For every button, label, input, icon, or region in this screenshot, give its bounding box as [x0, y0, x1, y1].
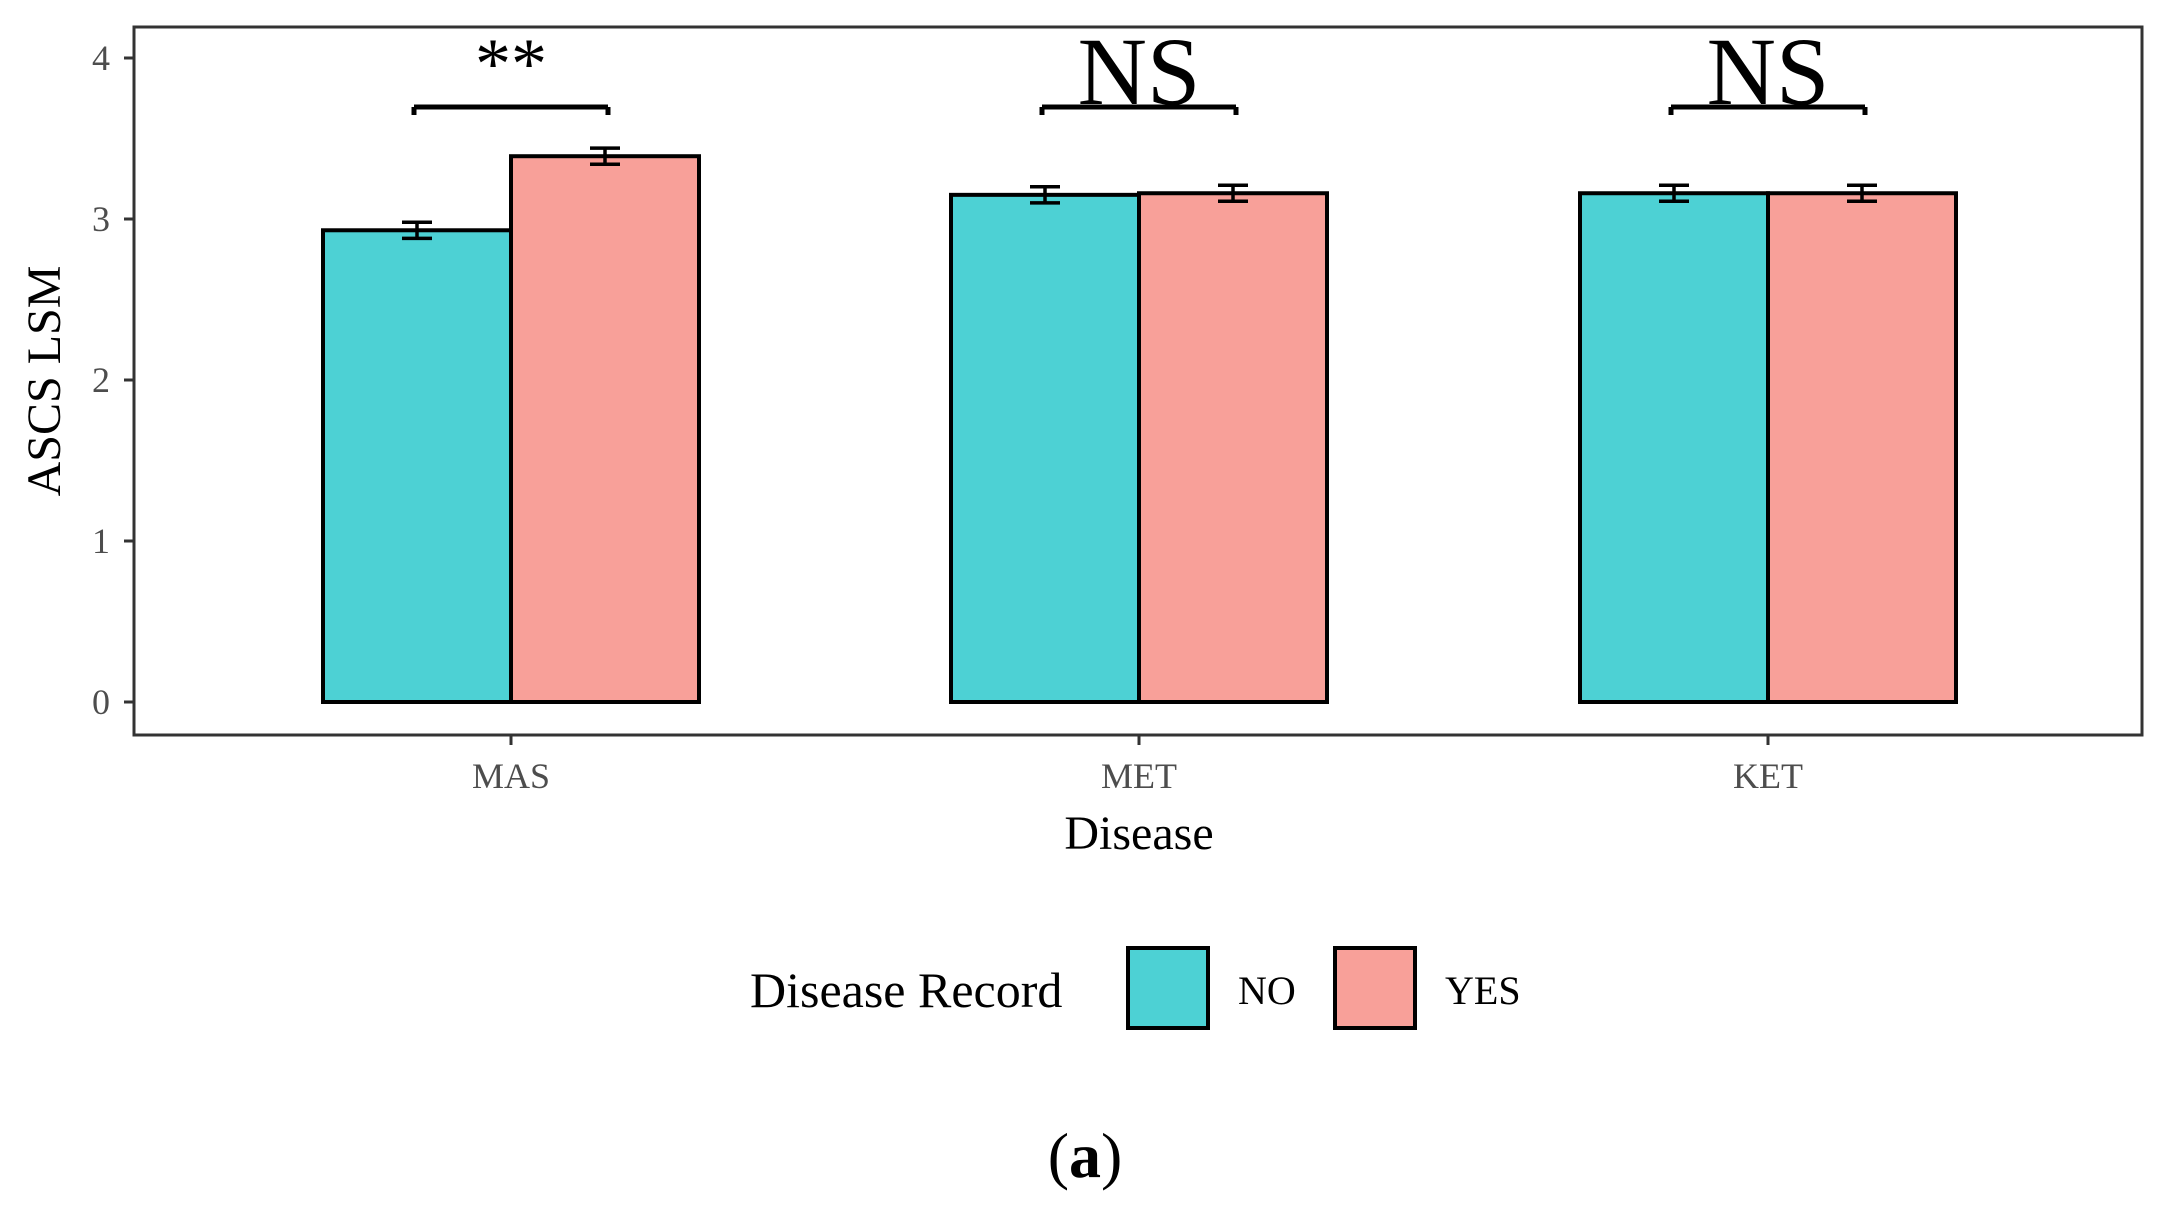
- legend: Disease Record NO YES: [750, 946, 1521, 1030]
- significance-annotations: ** NS NS: [411, 18, 1868, 125]
- error-bars: [402, 146, 1877, 241]
- error-bar-met-no: [1030, 185, 1060, 205]
- bar-met-yes: [1137, 191, 1329, 705]
- y-tick-label: 0: [92, 682, 110, 722]
- x-tick-label-met: MET: [1101, 756, 1177, 796]
- error-bar-mas-yes: [590, 146, 620, 167]
- y-tick-label: 4: [92, 38, 110, 78]
- y-tick-label: 2: [92, 360, 110, 400]
- legend-title: Disease Record: [750, 962, 1062, 1018]
- bars: [321, 154, 1958, 705]
- legend-label-yes: YES: [1445, 968, 1521, 1013]
- y-tick-label: 1: [92, 521, 110, 561]
- bar-mas-yes: [509, 154, 701, 704]
- y-axis-title: ASCS LSM: [18, 266, 71, 497]
- bar-met-no: [949, 192, 1141, 704]
- y-tick-label: 3: [92, 199, 110, 239]
- error-bar-ket-yes: [1847, 183, 1877, 204]
- significance-label-met: NS: [1078, 18, 1201, 125]
- figure-caption: (a): [1048, 1120, 1123, 1191]
- bar-ket-no: [1578, 191, 1770, 705]
- x-tick-label-mas: MAS: [472, 756, 550, 796]
- significance-label-ket: NS: [1707, 18, 1830, 125]
- error-bar-mas-no: [402, 220, 432, 241]
- significance-label-mas: **: [475, 24, 547, 104]
- significance-bracket-mas: [411, 104, 611, 115]
- x-axis-title: Disease: [1064, 807, 1213, 860]
- x-axis: MAS MET KET: [472, 735, 1803, 796]
- y-axis: 0 1 2 3 4: [92, 38, 134, 722]
- legend-key-yes: [1333, 946, 1417, 1030]
- legend-label-no: NO: [1238, 968, 1296, 1013]
- error-bar-met-yes: [1218, 183, 1248, 204]
- x-tick-label-ket: KET: [1733, 756, 1803, 796]
- significance-bracket-ket: [1668, 104, 1868, 115]
- legend-key-no: [1126, 946, 1210, 1030]
- significance-bracket-met: [1039, 104, 1239, 115]
- error-bar-ket-no: [1659, 183, 1689, 204]
- bar-mas-no: [321, 228, 513, 705]
- bar-ket-yes: [1766, 191, 1958, 705]
